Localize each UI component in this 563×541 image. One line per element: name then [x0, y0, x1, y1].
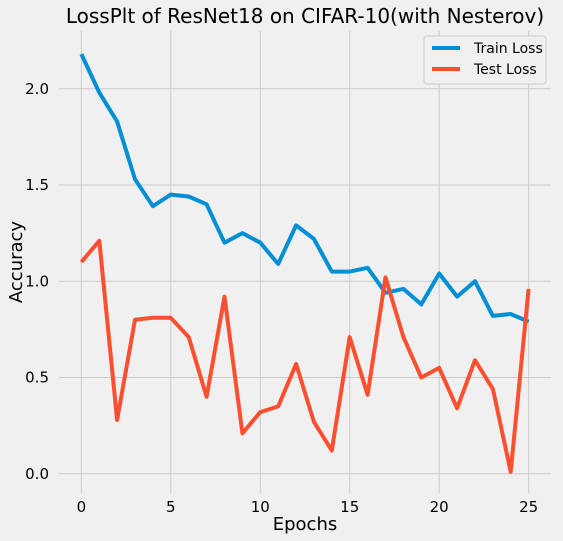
y-tick-label: 1.0: [25, 272, 49, 290]
y-tick-label: 2.0: [25, 80, 49, 98]
y-tick-label: 0.5: [25, 369, 49, 387]
x-tick-label: 15: [340, 498, 359, 516]
legend: Train Loss Test Loss: [423, 35, 547, 85]
x-tick-label: 0: [77, 498, 87, 516]
chart-title: LossPlt of ResNet18 on CIFAR-10(with Nes…: [66, 4, 544, 28]
x-tick-label: 10: [251, 498, 270, 516]
tick-labels: 0 5 10 15 20 25 0.0 0.5 1.0 1.5 2.0: [25, 80, 538, 516]
x-tick-label: 25: [519, 498, 538, 516]
y-tick-label: 1.5: [25, 176, 49, 194]
series-line-test-loss: [79, 238, 531, 474]
x-axis-label: Epochs: [273, 514, 338, 535]
series-lines: [79, 53, 531, 474]
legend-label: Train Loss: [473, 41, 543, 57]
y-tick-label: 0.0: [25, 465, 49, 483]
x-tick-label: 20: [430, 498, 449, 516]
series-line-train-loss: [79, 53, 530, 324]
y-axis-label: Accuracy: [6, 221, 27, 304]
legend-label: Test Loss: [473, 62, 537, 78]
plot-area: [59, 31, 551, 493]
x-tick-label: 5: [166, 498, 176, 516]
grid: [59, 31, 551, 493]
